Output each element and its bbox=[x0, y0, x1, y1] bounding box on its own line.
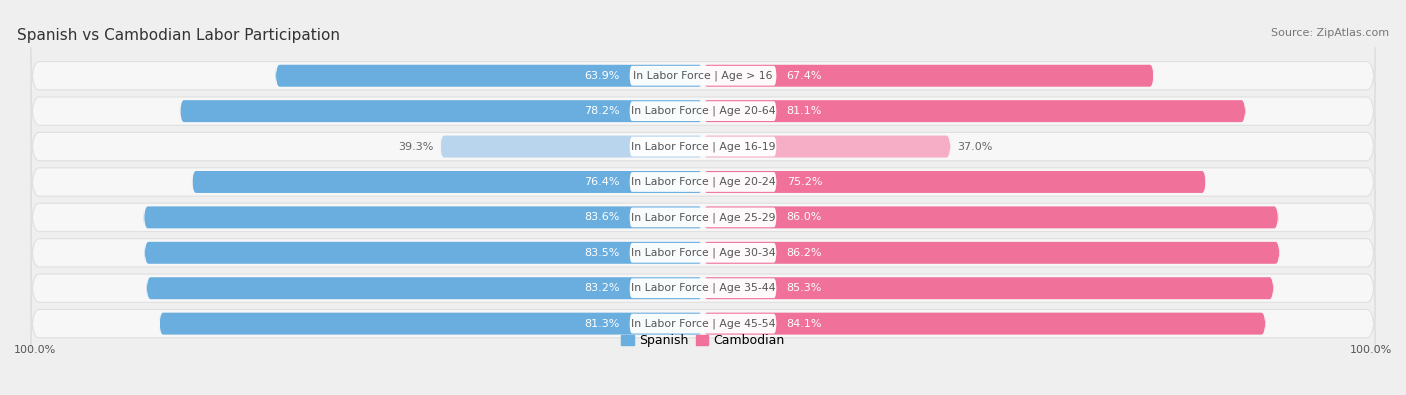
Text: In Labor Force | Age 35-44: In Labor Force | Age 35-44 bbox=[631, 283, 775, 293]
Text: 83.6%: 83.6% bbox=[583, 213, 620, 222]
Text: 39.3%: 39.3% bbox=[398, 141, 433, 152]
Text: 83.2%: 83.2% bbox=[583, 283, 620, 293]
FancyBboxPatch shape bbox=[630, 243, 776, 263]
FancyBboxPatch shape bbox=[703, 207, 1278, 228]
FancyBboxPatch shape bbox=[143, 207, 703, 228]
FancyBboxPatch shape bbox=[31, 224, 1375, 281]
FancyBboxPatch shape bbox=[703, 65, 1154, 87]
Text: Source: ZipAtlas.com: Source: ZipAtlas.com bbox=[1271, 28, 1389, 38]
Text: 86.0%: 86.0% bbox=[786, 213, 823, 222]
FancyBboxPatch shape bbox=[31, 154, 1375, 210]
Text: 85.3%: 85.3% bbox=[786, 283, 823, 293]
Text: 37.0%: 37.0% bbox=[957, 141, 993, 152]
FancyBboxPatch shape bbox=[703, 277, 1274, 299]
FancyBboxPatch shape bbox=[703, 242, 1279, 264]
FancyBboxPatch shape bbox=[159, 313, 703, 335]
FancyBboxPatch shape bbox=[31, 260, 1375, 316]
Text: 100.0%: 100.0% bbox=[1350, 345, 1392, 355]
FancyBboxPatch shape bbox=[703, 135, 950, 158]
Text: 81.1%: 81.1% bbox=[786, 106, 823, 116]
FancyBboxPatch shape bbox=[703, 171, 1206, 193]
FancyBboxPatch shape bbox=[630, 278, 776, 298]
Text: In Labor Force | Age 30-34: In Labor Force | Age 30-34 bbox=[631, 248, 775, 258]
Text: In Labor Force | Age > 16: In Labor Force | Age > 16 bbox=[633, 70, 773, 81]
FancyBboxPatch shape bbox=[31, 295, 1375, 352]
FancyBboxPatch shape bbox=[31, 47, 1375, 104]
FancyBboxPatch shape bbox=[276, 65, 703, 87]
Text: In Labor Force | Age 25-29: In Labor Force | Age 25-29 bbox=[631, 212, 775, 223]
FancyBboxPatch shape bbox=[630, 207, 776, 227]
FancyBboxPatch shape bbox=[193, 171, 703, 193]
Text: 67.4%: 67.4% bbox=[786, 71, 823, 81]
Text: 86.2%: 86.2% bbox=[786, 248, 823, 258]
FancyBboxPatch shape bbox=[630, 137, 776, 156]
FancyBboxPatch shape bbox=[146, 277, 703, 299]
FancyBboxPatch shape bbox=[630, 101, 776, 121]
FancyBboxPatch shape bbox=[31, 83, 1375, 139]
FancyBboxPatch shape bbox=[31, 189, 1375, 246]
FancyBboxPatch shape bbox=[31, 118, 1375, 175]
Text: In Labor Force | Age 45-54: In Labor Force | Age 45-54 bbox=[631, 318, 775, 329]
FancyBboxPatch shape bbox=[440, 135, 703, 158]
Text: 78.2%: 78.2% bbox=[583, 106, 620, 116]
FancyBboxPatch shape bbox=[180, 100, 703, 122]
Text: 75.2%: 75.2% bbox=[786, 177, 823, 187]
Legend: Spanish, Cambodian: Spanish, Cambodian bbox=[616, 329, 790, 352]
FancyBboxPatch shape bbox=[630, 66, 776, 86]
Text: 63.9%: 63.9% bbox=[583, 71, 620, 81]
FancyBboxPatch shape bbox=[145, 242, 703, 264]
FancyBboxPatch shape bbox=[630, 172, 776, 192]
Text: 81.3%: 81.3% bbox=[583, 319, 620, 329]
FancyBboxPatch shape bbox=[703, 100, 1246, 122]
Text: 84.1%: 84.1% bbox=[786, 319, 823, 329]
Text: 76.4%: 76.4% bbox=[583, 177, 620, 187]
Text: Spanish vs Cambodian Labor Participation: Spanish vs Cambodian Labor Participation bbox=[17, 28, 340, 43]
Text: 83.5%: 83.5% bbox=[583, 248, 620, 258]
Text: 100.0%: 100.0% bbox=[14, 345, 56, 355]
FancyBboxPatch shape bbox=[703, 313, 1265, 335]
Text: In Labor Force | Age 20-64: In Labor Force | Age 20-64 bbox=[631, 106, 775, 117]
Text: In Labor Force | Age 20-24: In Labor Force | Age 20-24 bbox=[631, 177, 775, 187]
Text: In Labor Force | Age 16-19: In Labor Force | Age 16-19 bbox=[631, 141, 775, 152]
FancyBboxPatch shape bbox=[630, 314, 776, 333]
